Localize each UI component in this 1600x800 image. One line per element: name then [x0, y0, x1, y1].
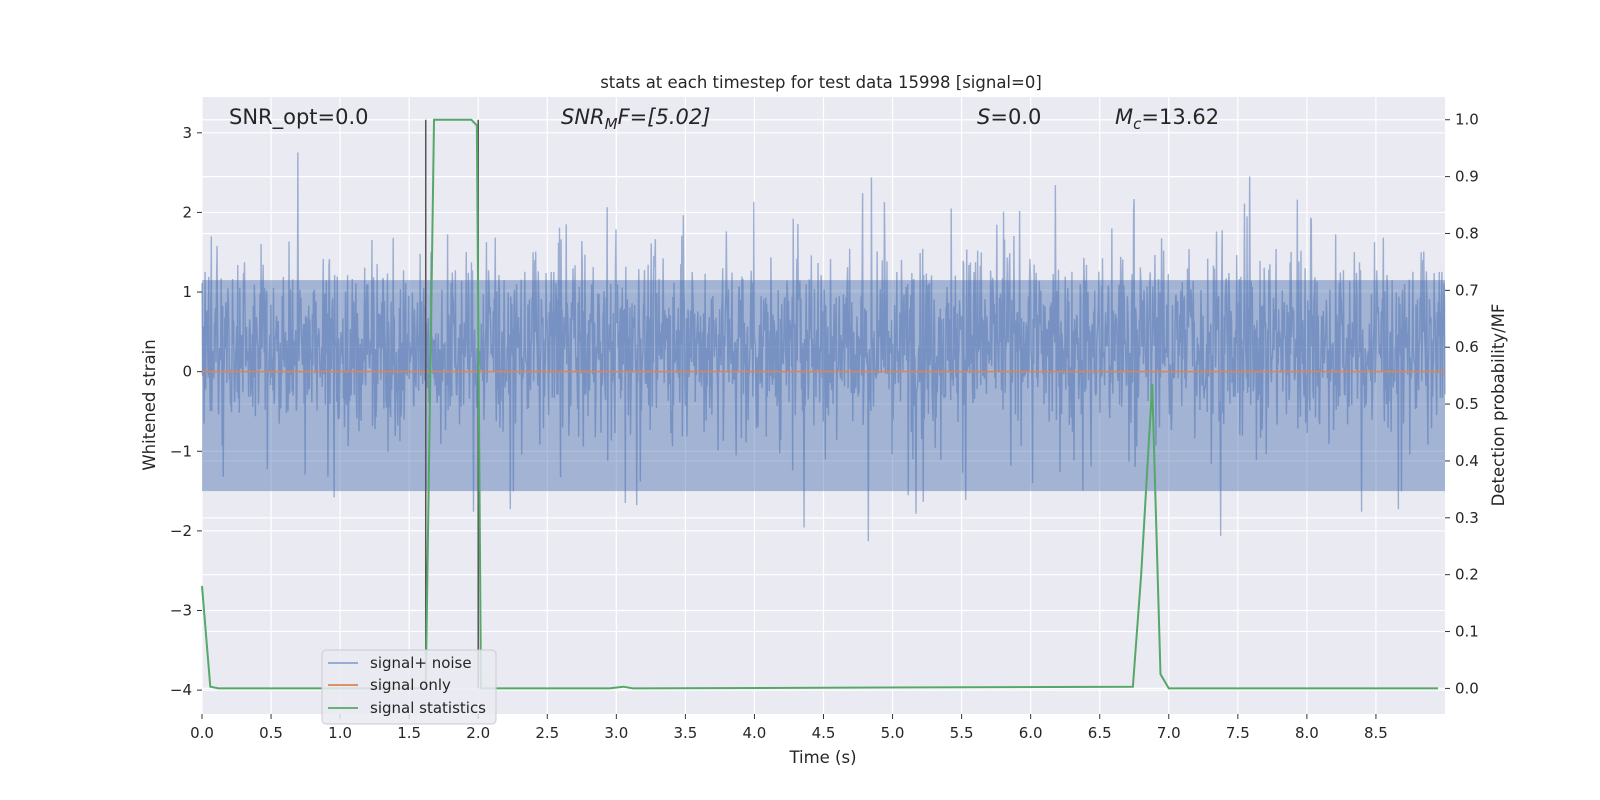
x-tick-label: 0.5 [259, 724, 283, 742]
x-tick-label: 1.0 [328, 724, 352, 742]
legend: signal+ noise signal only signal statist… [321, 649, 497, 725]
annotation-snr-mf-main: SNR [561, 105, 605, 129]
x-axis-ticks: 0.0 0.5 1.0 1.5 2.0 2.5 3.0 3.5 4.0 4.5 5.0 5.5 6.0 6… [190, 714, 1388, 742]
y-axis-label: Whitened strain [140, 339, 159, 470]
annotation-snr-mf-sub: M [605, 115, 618, 133]
x-tick-label: 8.5 [1364, 724, 1388, 742]
annotation-mc-sub: c [1133, 115, 1142, 133]
y2-tick-label: 0.1 [1455, 623, 1479, 641]
annotation-snr-mf: SNRMF=[5.02] [561, 105, 710, 133]
y-axis-ticks: −4 −3 −2 −1 0 1 2 3 [170, 124, 202, 699]
annotation-s-main: S [977, 105, 990, 129]
y2-tick-label: 0.6 [1455, 338, 1479, 356]
annotation-mc: Mc=13.62 [1115, 105, 1219, 133]
x-tick-label: 0.0 [190, 724, 214, 742]
y2-tick-label: 0.8 [1455, 224, 1479, 242]
x-tick-label: 4.5 [812, 724, 836, 742]
annotation-s: S=0.0 [977, 105, 1041, 129]
x-tick-label: 2.0 [466, 724, 490, 742]
y2-axis-ticks: 0.0 0.1 0.2 0.3 0.4 0.5 0.6 0.7 0.8 0.9 1.0 [1445, 111, 1479, 697]
y2-tick-label: 0.4 [1455, 452, 1479, 470]
x-tick-label: 8.0 [1295, 724, 1319, 742]
y-tick-label: −4 [170, 681, 192, 699]
y2-tick-label: 0.9 [1455, 168, 1479, 186]
annotation-mc-rest: =13.62 [1141, 105, 1219, 129]
y2-axis-label: Detection probability/MF [1489, 304, 1508, 507]
legend-box [321, 649, 497, 725]
x-tick-label: 1.5 [397, 724, 421, 742]
annotation-snr-mf-rest: F=[5.02] [618, 105, 711, 129]
x-tick-label: 6.5 [1088, 724, 1112, 742]
x-tick-label: 5.5 [950, 724, 974, 742]
x-tick-label: 6.0 [1019, 724, 1043, 742]
y-tick-label: −1 [170, 442, 192, 460]
x-tick-label: 3.0 [604, 724, 628, 742]
x-tick-label: 2.5 [535, 724, 559, 742]
annotation-mc-main: M [1115, 105, 1133, 129]
signal-noise-series [201, 152, 1446, 542]
x-tick-label: 4.0 [743, 724, 767, 742]
y2-tick-label: 1.0 [1455, 111, 1479, 129]
x-tick-label: 5.0 [881, 724, 905, 742]
x-tick-label: 3.5 [673, 724, 697, 742]
y-tick-label: 1 [182, 283, 192, 301]
x-axis-label: Time (s) [788, 748, 856, 767]
annotation-s-rest: =0.0 [990, 105, 1041, 129]
y-tick-label: 2 [182, 203, 192, 221]
legend-label-statistics: signal statistics [370, 699, 486, 717]
x-tick-label: 7.0 [1157, 724, 1181, 742]
noise-line [201, 152, 1446, 542]
annotation-snr-opt: SNR_opt=0.0 [229, 105, 369, 130]
y2-tick-label: 0.2 [1455, 566, 1479, 584]
x-tick-label: 7.5 [1226, 724, 1250, 742]
y2-tick-label: 0.3 [1455, 509, 1479, 527]
y-tick-label: 3 [182, 124, 192, 142]
y-tick-label: −3 [170, 602, 192, 620]
legend-label-noise: signal+ noise [370, 654, 472, 672]
legend-label-signal: signal only [370, 676, 451, 694]
y2-tick-label: 0.0 [1455, 679, 1479, 697]
y2-tick-label: 0.5 [1455, 395, 1479, 413]
y-grid [202, 132, 1445, 691]
y-tick-label: −2 [170, 522, 192, 540]
y-tick-label: 0 [182, 363, 192, 381]
y2-tick-label: 0.7 [1455, 281, 1479, 299]
chart-title: stats at each timestep for test data 159… [600, 73, 1042, 92]
